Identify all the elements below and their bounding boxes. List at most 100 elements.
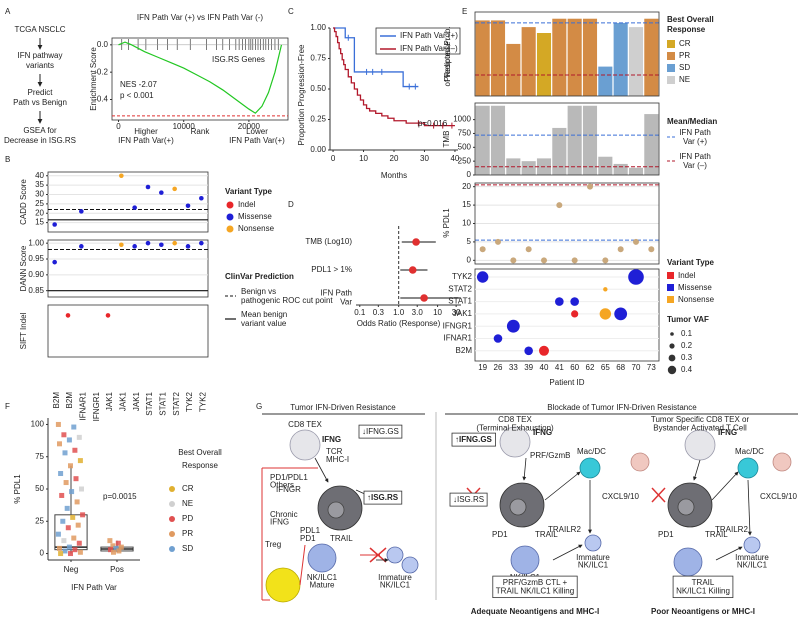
diagram-label: (Terminal Exhaustion) — [476, 424, 554, 433]
diagram-label: Immature — [735, 553, 769, 562]
x-axis-label: Odds Ratio (Response) — [357, 319, 441, 328]
diagram-label: Others — [270, 481, 294, 490]
diagram-label: ↑IFNG.GS — [455, 435, 493, 444]
legend-title: Variant Type — [225, 187, 273, 196]
point — [633, 238, 639, 245]
y-tick-label: 20 — [35, 208, 44, 217]
point — [571, 257, 578, 264]
arrow — [552, 544, 583, 561]
chart-title: IFN Path Var (+) vs IFN Path Var (-) — [137, 13, 264, 22]
point — [71, 535, 77, 541]
flow-step: TCGA NSCLC — [14, 25, 65, 34]
x-tick-label: 10 — [433, 308, 442, 317]
x-tick-label: B2M — [65, 392, 74, 409]
point — [61, 432, 67, 438]
bar — [490, 105, 506, 175]
plot-frame — [474, 11, 660, 97]
t-cell — [684, 429, 716, 461]
diagram-label: Adequate Neoantigens and MHC-I — [471, 607, 599, 616]
point — [52, 222, 57, 227]
legend-label: IFN Path Var (–) — [400, 44, 458, 53]
x-tick-label: 10000 — [173, 122, 196, 131]
diagram-label: PRF/GzmB CTL + — [503, 578, 568, 587]
point — [76, 434, 82, 440]
point — [145, 240, 151, 246]
bar — [582, 105, 598, 175]
legend-label: NE — [679, 75, 690, 84]
diagram-label: PD1 — [658, 530, 674, 539]
diagram-label: IFNG — [718, 428, 737, 437]
point — [185, 244, 191, 249]
diagram-label: CXCL9/10 — [602, 492, 639, 501]
point — [172, 240, 177, 246]
legend-swatch — [169, 501, 175, 507]
bar — [613, 163, 628, 175]
diagram-label: IFNG — [322, 435, 341, 444]
legend-label: IFN Path Var (+) — [400, 31, 458, 40]
t-cell — [499, 426, 531, 458]
y-tick-label: 25 — [35, 199, 44, 208]
point — [132, 244, 137, 249]
bar — [628, 167, 644, 175]
point — [110, 543, 116, 549]
legend-swatch — [667, 296, 674, 303]
odds-ratio-point — [412, 238, 420, 246]
nk-mature — [307, 543, 337, 573]
plot-frame — [474, 268, 660, 362]
x-tick-label: 39 — [524, 363, 533, 372]
bar — [644, 18, 659, 96]
y-tick-label: 1.00 — [28, 238, 44, 247]
arrow — [747, 479, 752, 536]
cross — [369, 547, 387, 563]
point — [113, 545, 119, 551]
bar — [536, 33, 552, 96]
gene-label: STAT1 — [448, 297, 472, 306]
x-tick-label: 30 — [452, 308, 461, 317]
legend-frame — [375, 27, 461, 55]
point — [556, 202, 563, 209]
point — [118, 544, 124, 550]
diagram-label: Tumor Specific CD8 TEX or — [651, 415, 750, 424]
diagram-label: TRAIL NK/ILC1 Killing — [496, 587, 574, 596]
point — [66, 437, 72, 443]
x-tick-label: TYK2 — [198, 391, 207, 412]
x-tick-label: 30 — [420, 154, 429, 163]
point — [479, 246, 486, 253]
point — [74, 499, 80, 505]
legend-label: Mean benign — [241, 310, 287, 319]
x-tick-label: 0.3 — [373, 308, 385, 317]
annotation: NES -2.07 — [120, 80, 157, 89]
legend-label: IFN Path — [679, 152, 711, 161]
legend-swatch — [169, 531, 175, 537]
y-tick-label: -0.4 — [94, 95, 108, 104]
y-axis-label: Proportion Progression-Free — [297, 44, 306, 145]
diagram-label: Mac/DC — [577, 447, 606, 456]
y-tick-label: TMB (Log10) — [305, 237, 352, 246]
x-tick-label: 3.0 — [412, 308, 424, 317]
y-tick-label: 750 — [458, 129, 472, 138]
variant-dot — [628, 269, 644, 285]
arrow — [693, 459, 701, 481]
flow-step: GSEA for — [23, 126, 57, 135]
bar — [567, 105, 582, 175]
diagram-label: PRF/GzmB — [530, 451, 570, 460]
bar — [598, 66, 613, 96]
point — [76, 540, 82, 546]
point — [172, 186, 177, 192]
y-axis-label: of Response — [443, 41, 452, 86]
label: IFN Path Var(+) — [229, 136, 285, 145]
x-tick-label: 33 — [509, 363, 518, 372]
section-title: Tumor IFN-Driven Resistance — [290, 403, 396, 412]
tumor-nucleus — [677, 498, 695, 516]
plot-frame — [47, 304, 209, 358]
legend-label: Missense — [678, 283, 712, 292]
y-tick-label: 15 — [35, 218, 44, 227]
bar — [552, 127, 567, 175]
x-tick-label: JAK1 — [132, 391, 141, 411]
arrow — [544, 471, 581, 501]
variant-dot — [506, 319, 520, 333]
point — [75, 522, 81, 528]
tumor-nucleus — [509, 498, 527, 516]
legend-label: ISG.RS Genes — [212, 55, 265, 64]
